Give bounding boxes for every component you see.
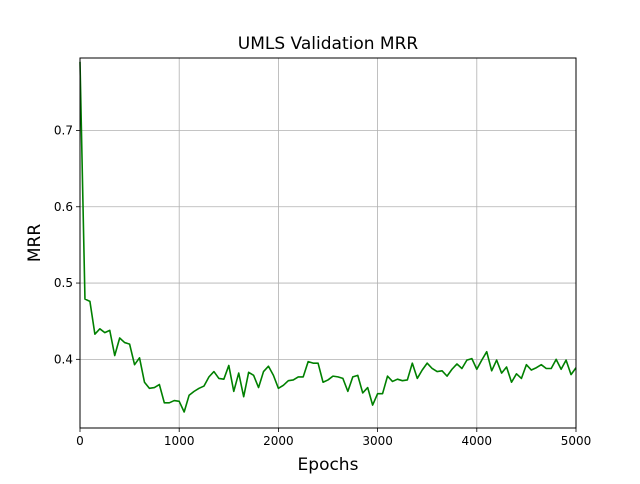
series-line-0 (79, 61, 577, 413)
y-tick-label: 0.4 (54, 352, 73, 366)
y-tick-label: 0.7 (54, 123, 73, 137)
y-tick-label: 0.5 (54, 276, 73, 290)
x-axis: 0 1000 2000 3000 4000 5000 (76, 428, 591, 448)
x-tick-label: 5000 (561, 434, 592, 448)
series-layer (79, 61, 577, 413)
plot-frame (79, 57, 577, 429)
x-tick-label: 3000 (362, 434, 393, 448)
x-axis-label: Epochs (298, 455, 359, 475)
x-tick-label: 0 (76, 434, 84, 448)
x-tick-label: 1000 (164, 434, 195, 448)
y-axis: 0.4 0.5 0.6 0.7 (54, 123, 80, 366)
x-tick-label: 2000 (263, 434, 294, 448)
chart-title: UMLS Validation MRR (238, 34, 419, 54)
y-tick-label: 0.6 (54, 200, 73, 214)
y-axis-label: MRR (25, 224, 45, 262)
x-tick-label: 4000 (462, 434, 493, 448)
